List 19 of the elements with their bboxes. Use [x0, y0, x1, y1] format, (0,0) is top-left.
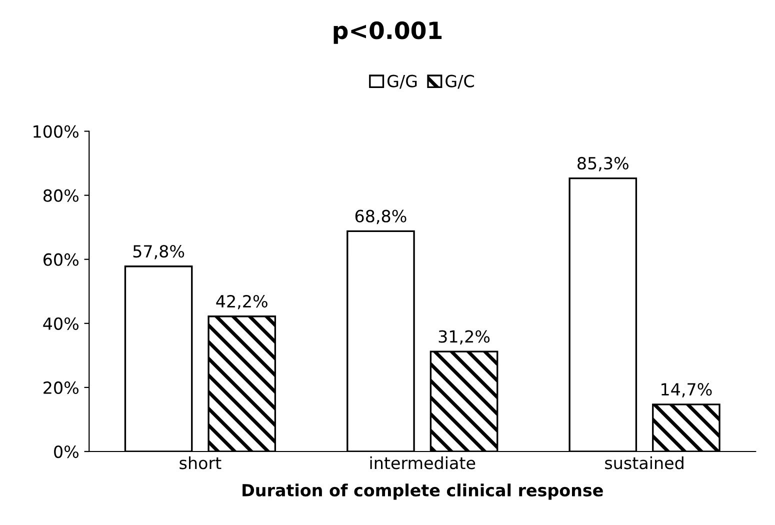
y-tick-label: 100% [34, 125, 78, 138]
legend-label: G/C [446, 74, 474, 89]
x-tick-label: short [180, 456, 222, 470]
data-label: 57,8% [133, 245, 184, 260]
x-axis-title: Duration of complete clinical response [242, 484, 603, 500]
legend-label: G/G [388, 74, 417, 89]
y-tick-label: 20% [44, 381, 78, 394]
y-tick-label: 40% [43, 317, 78, 330]
x-tick-label: intermediate [370, 456, 476, 470]
data-label: 14,7% [662, 383, 712, 398]
x-tick-label: sustained [605, 456, 684, 470]
y-tick-label: 0% [54, 445, 78, 458]
data-label: 31,2% [438, 330, 490, 344]
data-label: 68,8% [355, 210, 406, 224]
data-label: 42,2% [216, 294, 268, 310]
data-label: 85,3% [578, 156, 628, 172]
y-tick-label: 60% [44, 253, 78, 266]
y-tick-label: 80% [43, 189, 78, 202]
chart-title: p<0.001 [334, 21, 442, 44]
